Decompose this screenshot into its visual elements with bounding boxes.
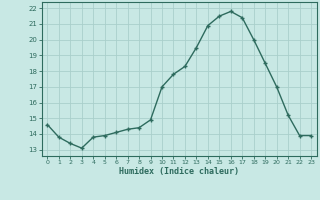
X-axis label: Humidex (Indice chaleur): Humidex (Indice chaleur) bbox=[119, 167, 239, 176]
